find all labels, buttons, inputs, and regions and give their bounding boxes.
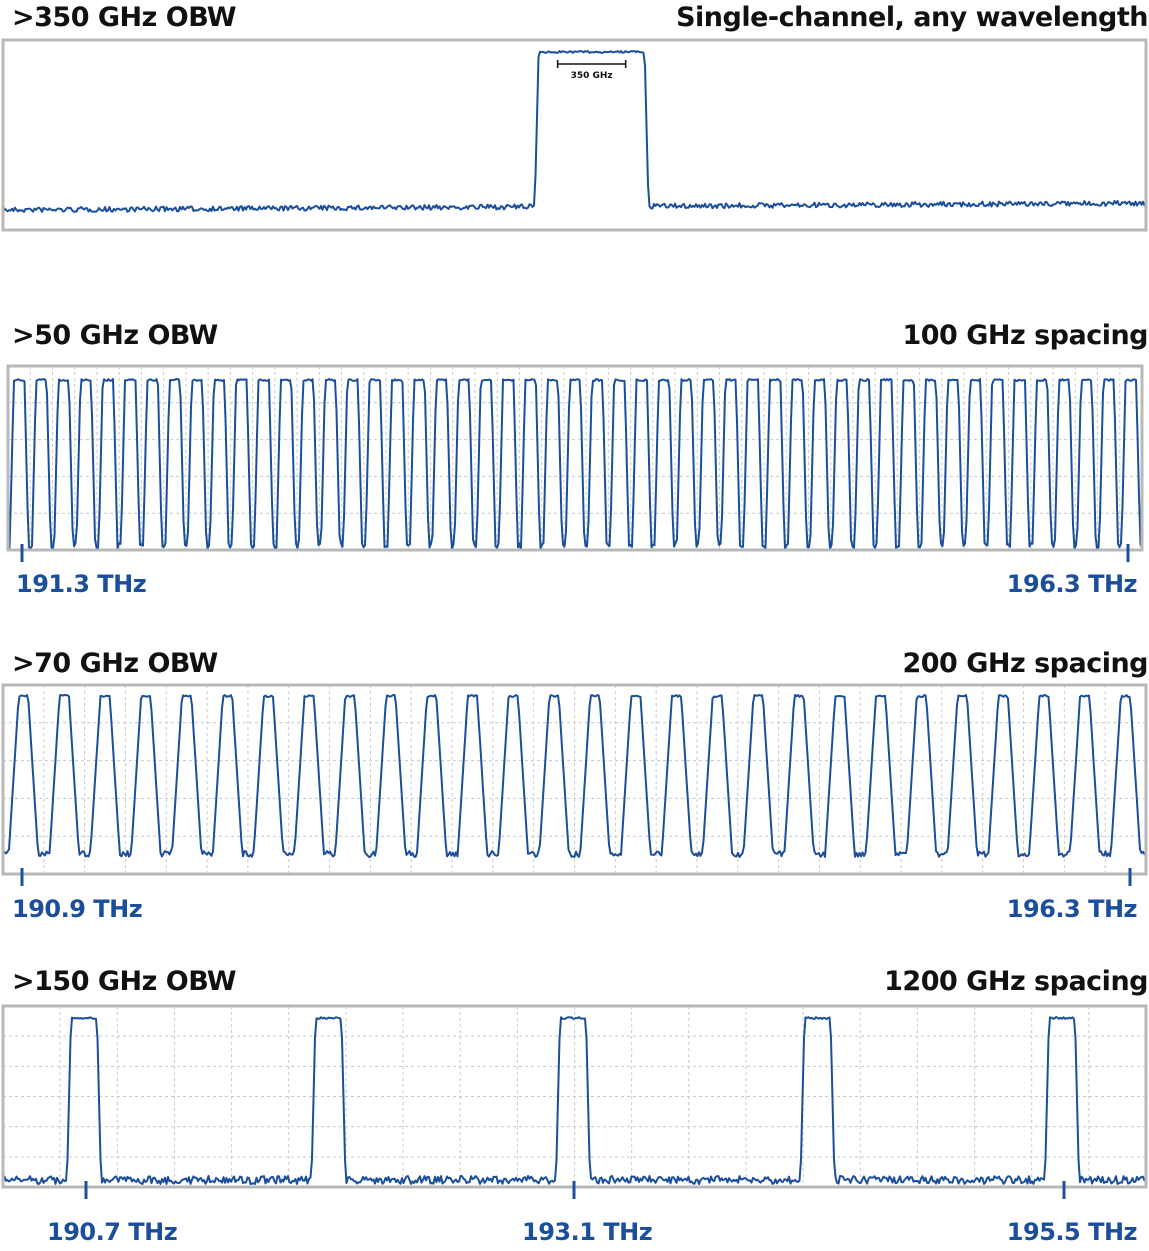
spectrum-trace [2, 1016, 1147, 1185]
chart-1-subtitle: Single-channel, any wavelength [676, 2, 1148, 33]
chart-3-xtick-label: 196.3 THz [1006, 895, 1138, 923]
chart-2-title: >50 GHz OBW [12, 320, 218, 351]
chart-3-xtick-label: 190.9 THz [12, 895, 143, 923]
chart-4-subtitle: 1200 GHz spacing [884, 966, 1148, 997]
chart-4-xtick-label: 195.5 THz [1006, 1218, 1138, 1246]
chart-3-subtitle: 200 GHz spacing [902, 648, 1148, 679]
chart-2-plot [6, 364, 1144, 562]
plot-frame [6, 364, 1144, 552]
spectrum-trace [2, 50, 1147, 213]
chart-4-plot [1, 1004, 1148, 1199]
chart-4-xtick-label: 193.1 THz [522, 1218, 653, 1246]
chart-3-plot [1, 683, 1148, 886]
chart-2-xtick-label: 196.3 THz [1006, 570, 1138, 598]
chart-2-xtick-label: 191.3 THz [16, 570, 147, 598]
bandwidth-label: 350 GHz [571, 71, 613, 81]
plot-frame [1, 683, 1148, 876]
chart-1-plot: 350 GHz [1, 38, 1148, 232]
chart-1-title: >350 GHz OBW [12, 2, 237, 33]
spectrum-trace [7, 378, 1143, 550]
spectrum-trace [2, 694, 1147, 858]
plot-frame [1, 38, 1148, 232]
chart-2-subtitle: 100 GHz spacing [902, 320, 1148, 351]
chart-4-xtick-label: 190.7 THz [47, 1218, 178, 1246]
chart-4-title: >150 GHz OBW [12, 966, 237, 997]
chart-3-title: >70 GHz OBW [12, 648, 218, 679]
